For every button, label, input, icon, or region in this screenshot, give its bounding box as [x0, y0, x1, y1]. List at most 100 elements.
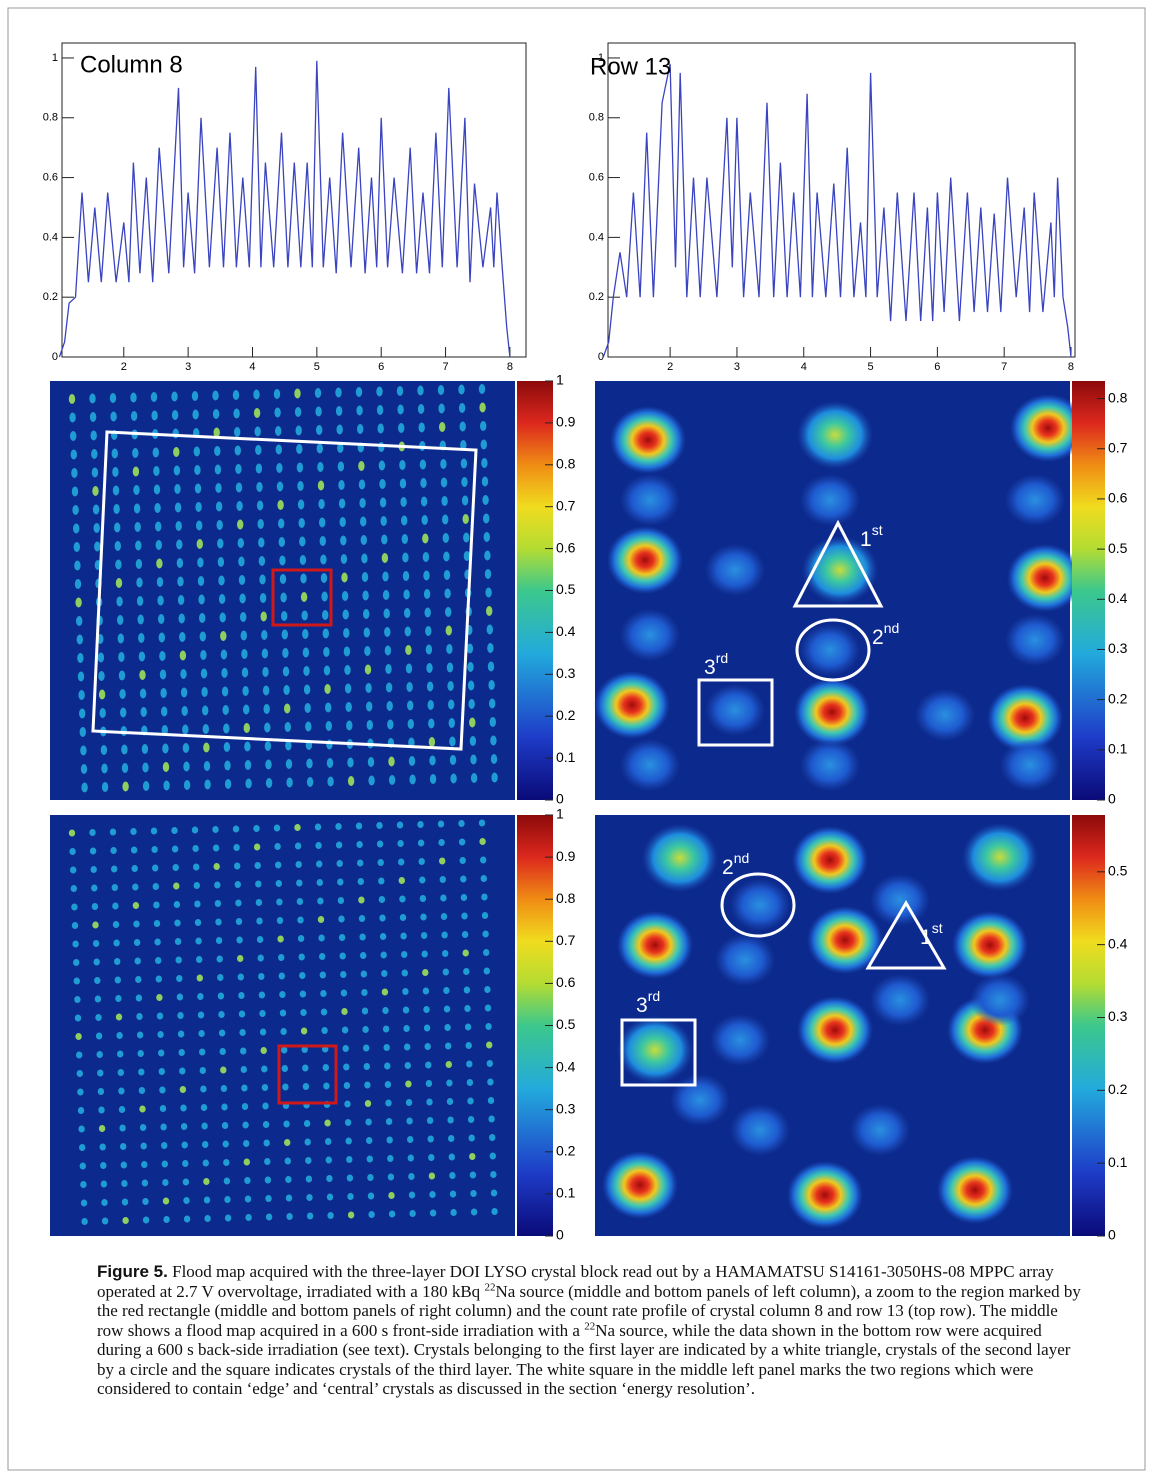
crystal-spot: [285, 1194, 293, 1202]
crystal-blob: [617, 1016, 693, 1084]
crystal-spot: [158, 1049, 165, 1057]
crystal-spot: [259, 1028, 267, 1036]
crystal-spot: [198, 1030, 205, 1037]
crystal-spot: [466, 1079, 474, 1086]
crystal-spot: [241, 1084, 248, 1092]
layer-label: 3rd: [636, 988, 660, 1017]
crystal-spot: [152, 447, 159, 458]
crystal-spot: [132, 466, 140, 477]
crystal-blob: [800, 739, 860, 791]
crystal-spot: [140, 707, 147, 717]
crystal-spot: [283, 685, 290, 695]
crystal-blob: [952, 911, 1028, 979]
crystal-spot: [320, 1008, 328, 1016]
crystal-spot: [382, 1007, 389, 1014]
crystal-spot: [470, 754, 477, 765]
crystal-spot: [122, 781, 129, 792]
crystal-blob: [705, 684, 765, 736]
crystal-spot: [150, 392, 158, 402]
crystal-spot: [264, 741, 272, 751]
crystal-spot: [358, 896, 365, 904]
layer-label: 2nd: [872, 620, 899, 649]
crystal-spot: [294, 388, 301, 399]
crystal-spot: [161, 725, 168, 735]
crystal-spot: [182, 1160, 189, 1167]
colorbar-tick-label: 0.6: [1108, 490, 1128, 506]
crystal-spot: [162, 743, 169, 754]
colorbar-tick-label: 0: [1108, 1227, 1116, 1243]
crystal-spot: [490, 1171, 497, 1178]
crystal-spot: [468, 699, 475, 709]
crystal-spot: [71, 922, 79, 929]
crystal-spot: [463, 986, 471, 994]
crystal-spot: [139, 1105, 146, 1113]
colorbar-tick-label: 0.5: [556, 581, 576, 597]
crystal-spot: [443, 1005, 451, 1013]
crystal-spot: [75, 1033, 82, 1040]
crystal-spot: [417, 385, 424, 396]
crystal-spot: [91, 884, 98, 892]
crystal-spot: [77, 653, 84, 663]
crystal-spot: [115, 559, 122, 570]
crystal-blob: [642, 824, 718, 892]
layer-label-number: 3: [704, 656, 716, 679]
crystal-spot: [115, 1013, 123, 1021]
crystal-spot: [367, 1174, 374, 1181]
crystal-spot: [258, 537, 265, 548]
crystal-spot: [139, 670, 146, 680]
crystal-spot: [405, 645, 412, 655]
crystal-spot: [260, 611, 267, 622]
crystal-spot: [176, 975, 183, 982]
crystal-spot: [400, 497, 407, 507]
crystal-spot: [469, 717, 476, 728]
crystal-spot: [96, 1051, 103, 1058]
x-tick-label: 7: [1001, 361, 1007, 373]
crystal-spot: [204, 1215, 211, 1222]
crystal-spot: [179, 1067, 186, 1075]
crystal-spot: [424, 1043, 431, 1050]
layer1-triangle: [792, 519, 884, 608]
crystal-spot: [154, 938, 161, 946]
crystal-spot: [402, 988, 409, 995]
crystal-spot: [156, 1012, 164, 1020]
crystal-spot: [171, 827, 178, 834]
crystal-spot: [317, 480, 325, 491]
crystal-spot: [380, 516, 387, 526]
crystal-spot: [346, 720, 353, 731]
crystal-spot: [420, 496, 428, 507]
crystal-spot: [338, 934, 346, 941]
crystal-spot: [98, 689, 106, 700]
crystal-spot: [327, 1212, 334, 1219]
crystal-spot: [133, 503, 141, 514]
crystal-spot: [446, 662, 454, 673]
crystal-spot: [280, 1028, 287, 1035]
crystal-spot: [428, 1172, 436, 1180]
crystal-spot: [406, 1117, 413, 1125]
crystal-spot: [203, 1178, 210, 1185]
crystal-spot: [458, 384, 465, 395]
crystal-spot: [111, 884, 119, 891]
crystal-spot: [89, 412, 97, 422]
crystal-spot: [220, 1085, 228, 1092]
crystal-spot: [112, 902, 119, 910]
crystal-spot: [343, 646, 351, 657]
crystal-spot: [382, 571, 389, 582]
flood-map: [594, 381, 1086, 800]
crystal-spot: [262, 1121, 270, 1128]
crystal-spot: [233, 408, 240, 419]
crystal-spot: [466, 1060, 473, 1068]
crystal-spot: [465, 1042, 472, 1049]
crystal-spot: [91, 903, 99, 910]
colorbar-tick-label: 0.3: [556, 665, 576, 681]
crystal-spot: [461, 477, 468, 487]
crystal-spot: [401, 515, 408, 526]
crystal-spot: [386, 701, 393, 711]
crystal-spot: [135, 559, 143, 569]
crystal-spot: [439, 422, 446, 432]
crystal-spot: [200, 668, 208, 679]
crystal-spot: [417, 839, 425, 847]
crystal-spot: [446, 644, 453, 654]
crystal-spot: [244, 741, 251, 752]
crystal-spot: [468, 1134, 475, 1142]
